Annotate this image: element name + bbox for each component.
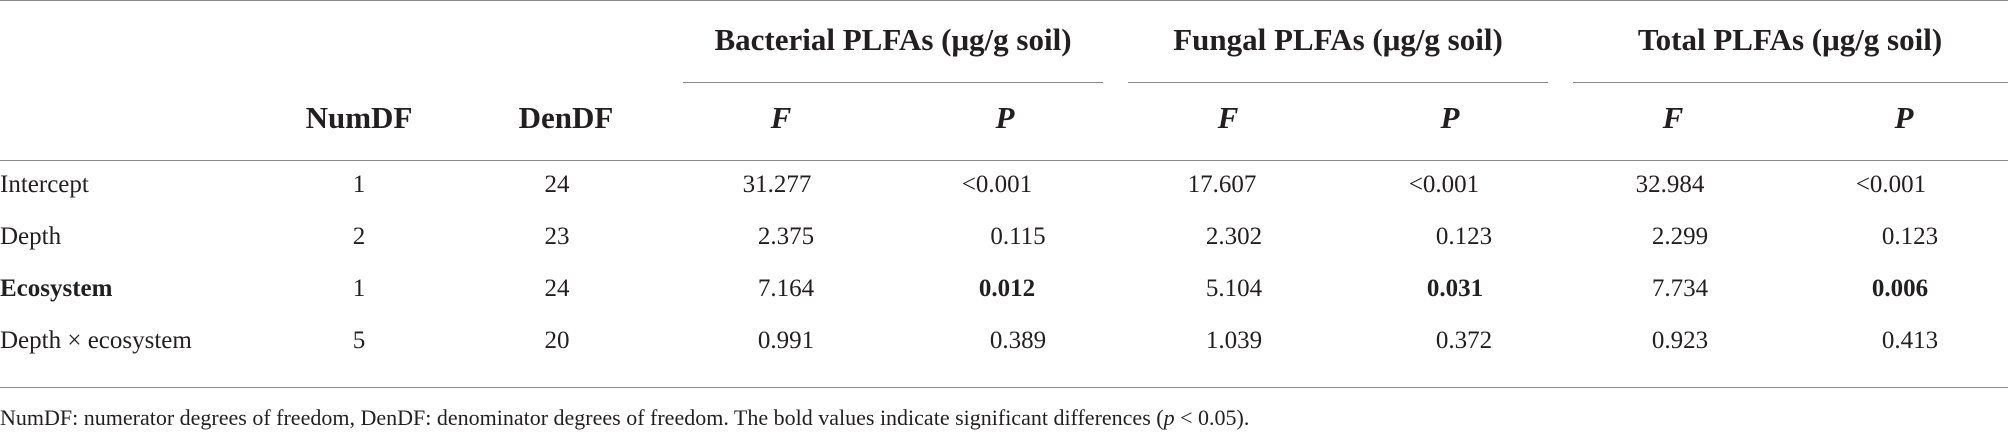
table-cell: 17.607 — [1187, 171, 1257, 198]
sub-header-bacterial-p: P — [995, 100, 1015, 135]
table-cell: 0.413 — [1881, 327, 1939, 354]
table-cell: 5 — [352, 327, 366, 354]
table-cell: <0.001 — [1408, 171, 1480, 198]
group-rule-total — [1573, 82, 2008, 83]
table-cell: 2.302 — [1205, 223, 1263, 250]
sub-header-total-f: F — [1662, 100, 1684, 135]
group-header-fungal: Fungal PLFAs (μg/g soil) — [1173, 22, 1503, 57]
footnote-p-symbol: p — [1163, 405, 1175, 430]
group-rule-fungal — [1128, 82, 1548, 83]
sub-header-fungal-f: F — [1217, 100, 1239, 135]
table-footnote: NumDF: numerator degrees of freedom, Den… — [0, 405, 1249, 431]
table-cell: 1.039 — [1205, 327, 1263, 354]
row-label-ecosystem: Ecosystem — [0, 275, 113, 302]
table-cell: 24 — [544, 275, 570, 302]
table-cell: 0.123 — [1435, 223, 1493, 250]
table-cell: <0.001 — [1855, 171, 1927, 198]
header-rule — [0, 160, 2008, 161]
sub-header-bacterial-f: F — [770, 100, 792, 135]
table-cell: 32.984 — [1635, 171, 1705, 198]
table-cell: 31.277 — [742, 171, 812, 198]
table-cell: 2 — [352, 223, 366, 250]
group-rule-bacterial — [683, 82, 1103, 83]
group-header-total: Total PLFAs (μg/g soil) — [1637, 22, 1943, 57]
table-cell: 0.372 — [1435, 327, 1493, 354]
table-cell: 0.389 — [989, 327, 1047, 354]
table-cell: 2.299 — [1651, 223, 1709, 250]
table-cell-significant: 0.006 — [1871, 275, 1929, 302]
table-cell: 20 — [544, 327, 570, 354]
table-cell: 0.115 — [990, 223, 1046, 250]
table-cell: 1 — [352, 275, 366, 302]
row-label-depth: Depth — [0, 223, 62, 250]
table-cell: <0.001 — [961, 171, 1033, 198]
table-cell-significant: 0.031 — [1426, 275, 1484, 302]
row-label-intercept: Intercept — [0, 171, 89, 198]
top-rule — [0, 0, 2008, 1]
table-cell: 0.991 — [757, 327, 815, 354]
table-cell: 7.164 — [757, 275, 815, 302]
sub-header-fungal-p: P — [1440, 100, 1460, 135]
table-cell: 0.123 — [1881, 223, 1939, 250]
row-label-depth-ecosystem: Depth × ecosystem — [0, 327, 192, 354]
column-header-numdf: NumDF — [305, 100, 413, 135]
column-header-dendf: DenDF — [518, 100, 614, 135]
table-cell-significant: 0.012 — [978, 275, 1036, 302]
footnote-text: NumDF: numerator degrees of freedom, Den… — [0, 405, 1164, 430]
sub-header-total-p: P — [1894, 100, 1914, 135]
table-cell: 0.923 — [1651, 327, 1709, 354]
table-cell: 23 — [544, 223, 570, 250]
table-cell: 2.375 — [757, 223, 815, 250]
table-cell: 1 — [352, 171, 366, 198]
table-cell: 24 — [544, 171, 570, 198]
table-cell: 5.104 — [1205, 275, 1263, 302]
table-cell: 7.734 — [1651, 275, 1709, 302]
bottom-rule — [0, 387, 2008, 388]
group-header-bacterial: Bacterial PLFAs (μg/g soil) — [714, 22, 1072, 57]
footnote-text-end: < 0.05). — [1174, 405, 1250, 430]
